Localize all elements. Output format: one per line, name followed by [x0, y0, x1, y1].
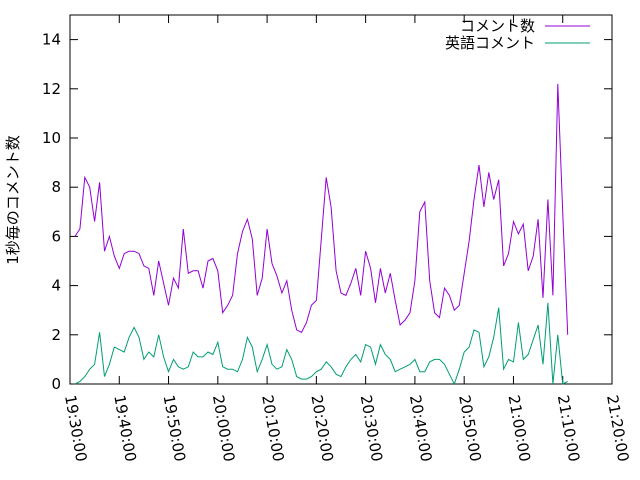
x-tick-label: 20:10:00: [258, 394, 287, 463]
x-tick-label: 19:50:00: [160, 394, 189, 463]
series-line: [74, 83, 569, 335]
y-axis-label: 1秒毎のコメント数: [4, 135, 22, 265]
x-tick-label: 19:40:00: [110, 394, 139, 463]
y-tick-label: 12: [42, 80, 61, 98]
y-tick-label: 10: [42, 129, 61, 147]
series-line: [74, 302, 568, 386]
x-tick-label: 20:50:00: [455, 394, 484, 463]
y-tick-label: 4: [51, 277, 61, 295]
y-tick-label: 0: [51, 375, 61, 393]
plot-frame: [69, 14, 613, 385]
x-tick-label: 20:40:00: [406, 394, 435, 463]
x-tick-label: 21:10:00: [554, 394, 583, 463]
y-tick-label: 14: [42, 31, 61, 49]
x-tick-label: 19:30:00: [61, 394, 90, 463]
legend-label: コメント数: [460, 17, 535, 35]
x-tick-label: 20:30:00: [357, 394, 386, 463]
y-tick-label: 6: [51, 227, 61, 245]
x-tick-label: 20:00:00: [209, 394, 238, 463]
y-tick-label: 2: [51, 326, 61, 344]
x-tick-label: 21:00:00: [505, 394, 534, 463]
y-tick-label: 8: [51, 178, 61, 196]
x-tick-label: 21:20:00: [603, 394, 632, 463]
x-tick-label: 20:20:00: [307, 394, 336, 463]
legend-label: 英語コメント: [445, 34, 535, 52]
